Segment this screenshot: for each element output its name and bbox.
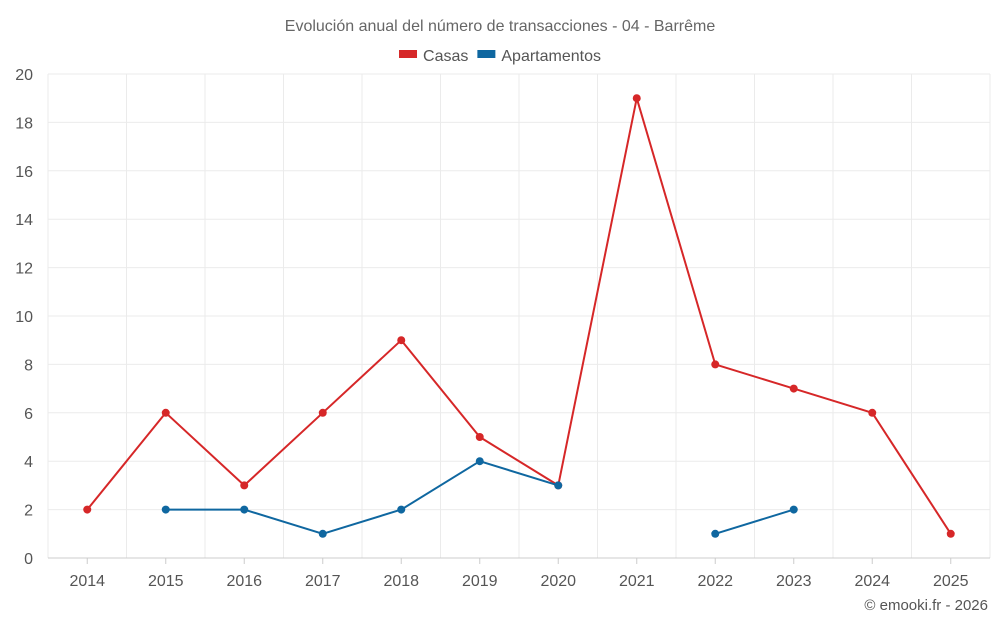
data-point[interactable]	[475, 433, 484, 441]
legend[interactable]: Casas Apartamentos	[399, 48, 601, 65]
grid	[47, 73, 991, 559]
x-tick-label: 2021	[619, 573, 655, 590]
y-tick-label: 16	[15, 164, 33, 181]
x-axis: 2014 2015 2016 2017 2018 2019 2020 2021 2022 2023…	[48, 557, 990, 590]
series-line	[714, 508, 795, 535]
data-point[interactable]	[711, 529, 720, 538]
data-point[interactable]	[789, 384, 798, 393]
legend-swatch	[399, 50, 418, 58]
x-tick-label: 2014	[69, 573, 105, 590]
data-point[interactable]	[397, 336, 406, 345]
y-axis: 0 2 4 6 8 10 12 14 16 18 20	[15, 67, 33, 568]
series-apartamentos	[161, 457, 798, 538]
y-tick-label: 0	[24, 551, 33, 568]
legend-swatch	[477, 50, 496, 58]
data-point[interactable]	[318, 529, 327, 538]
x-tick-label: 2022	[697, 573, 733, 590]
data-point[interactable]	[161, 505, 170, 514]
y-tick-label: 20	[15, 67, 33, 84]
data-point[interactable]	[83, 505, 92, 514]
data-point[interactable]	[789, 505, 798, 514]
y-tick-label: 12	[15, 261, 33, 278]
x-tick-label: 2016	[226, 573, 262, 590]
data-point[interactable]	[554, 481, 563, 490]
series-line	[86, 97, 952, 535]
data-point[interactable]	[632, 94, 641, 103]
data-point[interactable]	[711, 360, 720, 369]
credit-text: © emooki.fr - 2026	[864, 597, 988, 614]
y-tick-label: 8	[24, 357, 33, 374]
series-line	[165, 460, 559, 535]
series	[83, 94, 955, 538]
y-tick-label: 18	[15, 115, 33, 132]
x-tick-label: 2017	[305, 573, 341, 590]
data-point[interactable]	[946, 529, 955, 538]
data-point[interactable]	[240, 481, 249, 490]
data-point[interactable]	[161, 408, 170, 417]
legend-item-casas[interactable]: Casas	[399, 48, 468, 65]
x-tick-label: 2018	[383, 573, 419, 590]
data-point[interactable]	[868, 408, 877, 417]
x-tick-label: 2025	[933, 573, 969, 590]
chart-title: Evolución anual del número de transaccio…	[285, 18, 716, 35]
data-point[interactable]	[475, 457, 484, 466]
y-tick-label: 14	[15, 212, 33, 229]
y-tick-label: 2	[24, 503, 33, 520]
legend-label: Casas	[423, 48, 468, 65]
legend-item-apartamentos[interactable]: Apartamentos	[477, 48, 601, 65]
x-tick-label: 2019	[462, 573, 498, 590]
data-point[interactable]	[240, 505, 249, 514]
data-point[interactable]	[318, 408, 327, 417]
x-tick-label: 2023	[776, 573, 812, 590]
y-tick-label: 6	[24, 406, 33, 423]
y-tick-label: 10	[15, 309, 33, 326]
series-casas	[83, 94, 955, 538]
data-point[interactable]	[397, 505, 406, 514]
x-tick-label: 2024	[854, 573, 890, 590]
legend-label: Apartamentos	[501, 48, 601, 65]
y-tick-label: 4	[24, 454, 33, 471]
x-tick-label: 2015	[148, 573, 184, 590]
x-tick-label: 2020	[540, 573, 576, 590]
